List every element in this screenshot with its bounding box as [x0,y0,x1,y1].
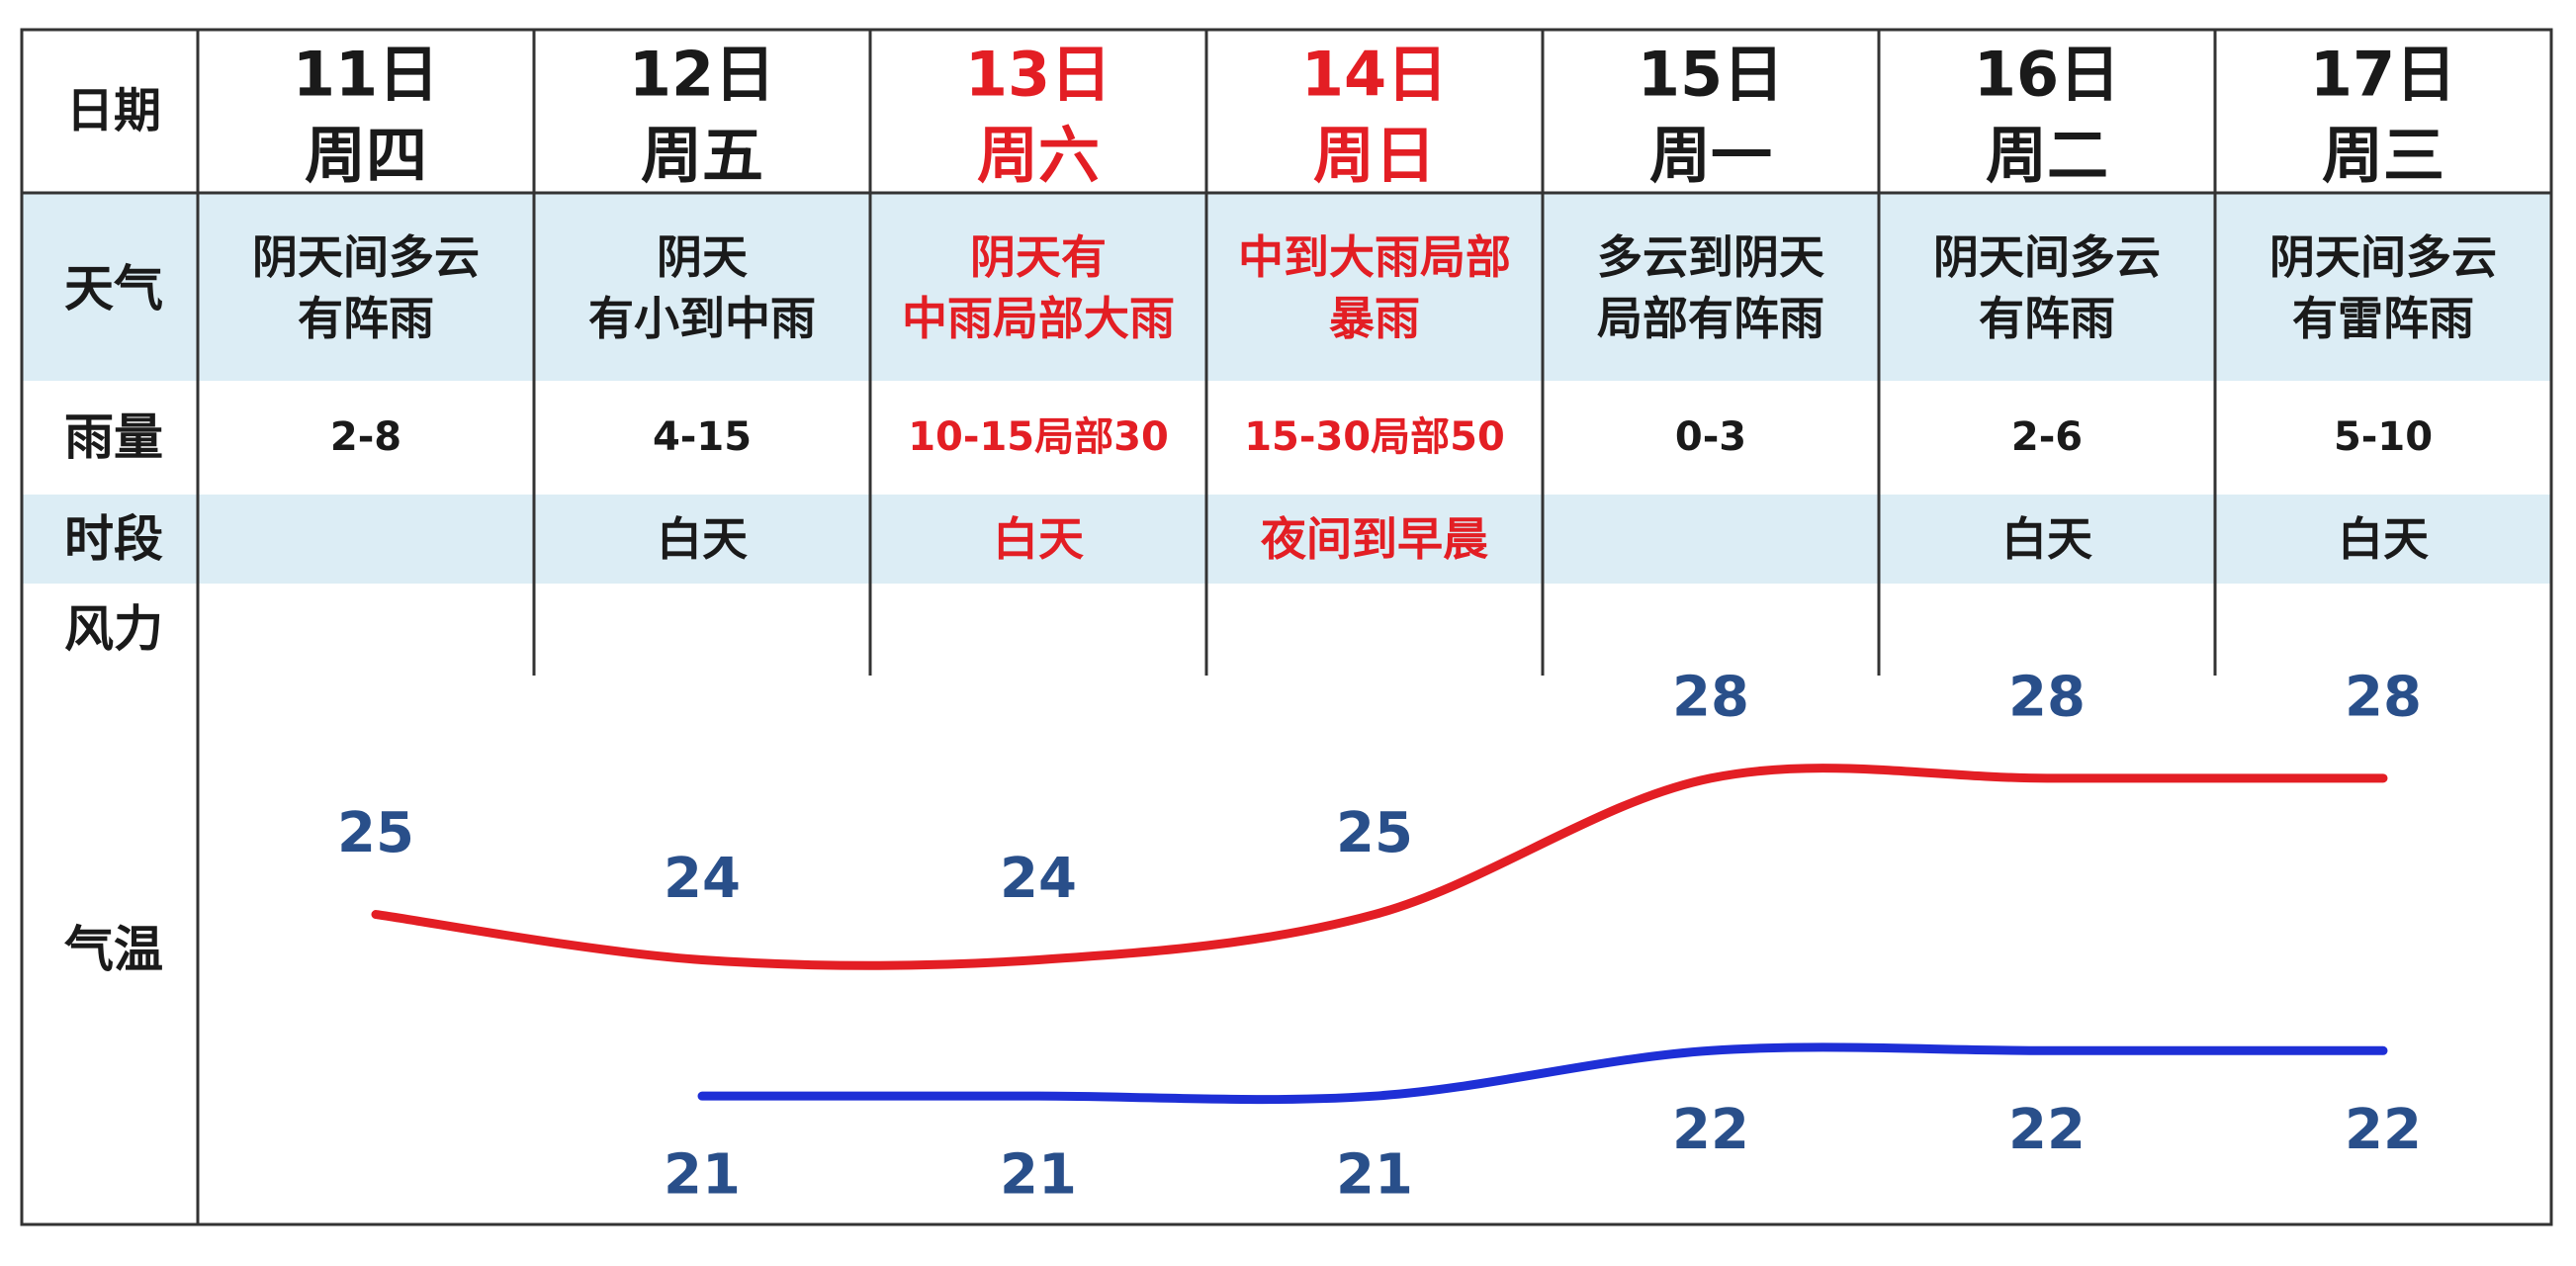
low-temp-line [697,1042,2388,1105]
period-row-band [22,495,2551,584]
day-period: 白天 [657,512,748,566]
temperature-chart: 25 24 24 25 28 28 28 21 21 21 22 22 22 [337,665,2422,1207]
day-date: 17日 [2310,39,2456,111]
day-date: 14日 [1301,39,1448,111]
day-weekday: 周六 [977,120,1100,192]
weather-row-band [22,193,2551,381]
low-temp-label: 21 [664,1143,741,1208]
day-weather-line-1: 中到大雨局部 [1238,230,1511,284]
low-temp-label: 22 [2008,1098,2086,1162]
day-weekday: 周一 [1649,120,1772,192]
weather-row-label: 天气 [64,260,163,317]
day-period: 夜间到早晨 [1260,512,1488,566]
high-temp-label: 25 [337,801,414,865]
rain-row-label: 雨量 [64,408,163,466]
day-weather-line-2: 有小到中雨 [588,292,816,345]
day-weather-line-1: 阴天间多云 [1933,230,2161,284]
high-temp-label: 28 [2345,665,2422,729]
low-temp-label: 22 [1672,1098,1749,1162]
high-temp-label: 24 [1000,847,1077,911]
day-date: 16日 [1974,39,2120,111]
day-weather-line-2: 有雷阵雨 [2292,292,2474,345]
day-date: 12日 [629,39,775,111]
day-period: 白天 [2001,512,2092,566]
high-temp-label: 24 [664,847,741,911]
day-weather-line-2: 局部有阵雨 [1597,292,1824,345]
day-date: 15日 [1638,39,1784,111]
day-rain: 2-6 [2011,414,2083,460]
day-date: 13日 [965,39,1111,111]
high-temp-label: 28 [2008,665,2086,729]
day-weekday: 周三 [2322,120,2444,192]
day-weekday: 周五 [641,120,763,192]
day-weather-line-1: 阴天 [657,230,748,284]
low-temp-label: 21 [1336,1143,1413,1208]
high-temp-line [371,764,2388,970]
day-rain: 2-8 [330,414,401,460]
day-weekday: 周日 [1313,120,1436,192]
high-temp-label: 28 [1672,665,1749,729]
day-period: 白天 [993,512,1084,566]
day-weather-line-2: 有阵雨 [1979,292,2115,345]
day-weather-line-1: 多云到阴天 [1597,230,1824,284]
day-weekday: 周四 [305,120,427,192]
day-weather-line-1: 阴天间多云 [2269,230,2497,284]
day-weather-line-2: 中雨局部大雨 [902,292,1175,345]
table-border [20,28,2553,1226]
day-weather-line-2: 有阵雨 [298,292,434,345]
day-weather-line-1: 阴天有 [970,230,1107,284]
day-weekday: 周二 [1986,120,2108,192]
day-rain: 0-3 [1675,414,1746,460]
day-weather-line-2: 暴雨 [1329,292,1420,345]
period-row-label: 时段 [64,510,163,568]
day-weather-line-1: 阴天间多云 [252,230,480,284]
high-temp-label: 25 [1336,801,1413,865]
day-rain: 5-10 [2334,414,2433,460]
wind-row-label: 风力 [64,600,163,658]
day-date: 11日 [293,39,439,111]
low-temp-label: 21 [1000,1143,1077,1208]
day-period: 白天 [2338,512,2429,566]
temp-row-label: 气温 [64,921,163,978]
date-row-label: 日期 [66,83,161,138]
low-temp-label: 22 [2345,1098,2422,1162]
day-rain: 15-30局部50 [1244,414,1505,460]
day-rain: 10-15局部30 [908,414,1169,460]
day-rain: 4-15 [653,414,752,460]
